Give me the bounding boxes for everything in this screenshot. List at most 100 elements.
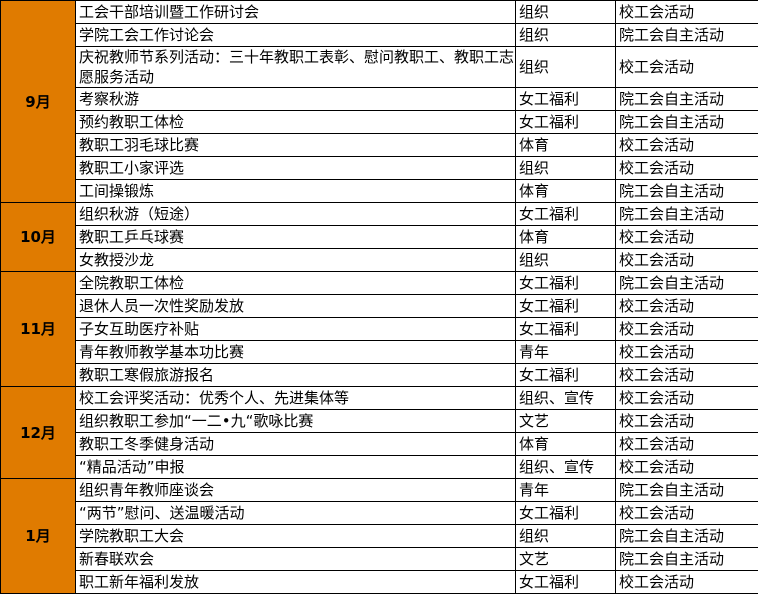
- table-row: 组织教职工参加“一二•九“歌咏比赛 文艺 校工会活动: [1, 409, 758, 433]
- category: 女工福利: [515, 570, 616, 594]
- activity-type: 校工会活动: [615, 409, 758, 433]
- table-row: 女教授沙龙 组织 校工会活动: [1, 248, 758, 272]
- category: 文艺: [515, 409, 616, 433]
- activity: 工会干部培训暨工作研讨会: [75, 0, 516, 24]
- activity: 组织青年教师座谈会: [75, 478, 516, 502]
- activity-type: 院工会自主活动: [615, 202, 758, 226]
- activity-type: 校工会活动: [615, 570, 758, 594]
- category: 组织: [515, 46, 616, 88]
- activity-type: 校工会活动: [615, 0, 758, 24]
- activity: 子女互助医疗补贴: [75, 317, 516, 341]
- table-row: 学院教职工大会 组织 院工会自主活动: [1, 524, 758, 548]
- activity: “精品活动”申报: [75, 455, 516, 479]
- month-cell: 9月: [0, 0, 76, 203]
- table-row: 1月 组织青年教师座谈会 青年 院工会自主活动: [0, 478, 758, 594]
- category: 女工福利: [515, 501, 616, 525]
- table-row: 退休人员一次性奖励发放 女工福利 校工会活动: [1, 294, 758, 318]
- table-row: 庆祝教师节系列活动：三十年教职工表彰、慰问教职工、教职工志愿服务活动 组织 校工会活…: [1, 46, 758, 88]
- activity: 退休人员一次性奖励发放: [75, 294, 516, 318]
- category: 女工福利: [515, 363, 616, 387]
- activity: 组织教职工参加“一二•九“歌咏比赛: [75, 409, 516, 433]
- activity: 教职工羽毛球比赛: [75, 133, 516, 157]
- activity-type: 院工会自主活动: [615, 547, 758, 571]
- table-row: 教职工小家评选 组织 校工会活动: [1, 156, 758, 180]
- activity-type: 校工会活动: [615, 46, 758, 88]
- activity-type: 院工会自主活动: [615, 87, 758, 111]
- month-cell: 12月: [0, 386, 76, 479]
- activity: 职工新年福利发放: [75, 570, 516, 594]
- category: 组织、宣传: [515, 455, 616, 479]
- category: 组织: [515, 23, 616, 47]
- activity: 学院工会工作讨论会: [75, 23, 516, 47]
- category: 体育: [515, 225, 616, 249]
- activity-type: 院工会自主活动: [615, 23, 758, 47]
- activity-type: 院工会自主活动: [615, 478, 758, 502]
- category: 体育: [515, 179, 616, 203]
- category: 青年: [515, 340, 616, 364]
- table-row: 9月 工会干部培训暨工作研讨会 组织 校工会活动: [0, 0, 758, 203]
- activity: 学院教职工大会: [75, 524, 516, 548]
- table-row: 12月 校工会评奖活动：优秀个人、先进集体等 组织、宣传 校工会活动: [0, 386, 758, 479]
- table-row: 教职工乒乓球赛 体育 校工会活动: [1, 225, 758, 249]
- category: 组织: [515, 524, 616, 548]
- activity-type: 校工会活动: [615, 363, 758, 387]
- activity: 教职工冬季健身活动: [75, 432, 516, 456]
- category: 青年: [515, 478, 616, 502]
- category: 组织: [515, 0, 616, 24]
- category: 女工福利: [515, 271, 616, 295]
- category: 女工福利: [515, 110, 616, 134]
- activity: 女教授沙龙: [75, 248, 516, 272]
- table-row: 教职工寒假旅游报名 女工福利 校工会活动: [1, 363, 758, 387]
- activity: 庆祝教师节系列活动：三十年教职工表彰、慰问教职工、教职工志愿服务活动: [75, 46, 516, 88]
- table-row: 考察秋游 女工福利 院工会自主活动: [1, 87, 758, 111]
- activity-type: 校工会活动: [615, 248, 758, 272]
- activity: “两节”慰问、送温暖活动: [75, 501, 516, 525]
- activity: 教职工寒假旅游报名: [75, 363, 516, 387]
- category: 女工福利: [515, 294, 616, 318]
- activity-type: 院工会自主活动: [615, 179, 758, 203]
- activity-type: 院工会自主活动: [615, 110, 758, 134]
- activity-type: 校工会活动: [615, 133, 758, 157]
- table-row: 教职工羽毛球比赛 体育 校工会活动: [1, 133, 758, 157]
- activity: 青年教师教学基本功比赛: [75, 340, 516, 364]
- activity-type: 院工会自主活动: [615, 524, 758, 548]
- table-row: 工间操锻炼 体育 院工会自主活动: [1, 179, 758, 203]
- month-cell: 1月: [0, 478, 76, 594]
- table-row: 新春联欢会 文艺 院工会自主活动: [1, 547, 758, 571]
- activity: 工间操锻炼: [75, 179, 516, 203]
- table-row: 青年教师教学基本功比赛 青年 校工会活动: [1, 340, 758, 364]
- activity-type: 校工会活动: [615, 340, 758, 364]
- activity: 考察秋游: [75, 87, 516, 111]
- category: 女工福利: [515, 202, 616, 226]
- category: 组织: [515, 248, 616, 272]
- activity-type: 校工会活动: [615, 432, 758, 456]
- table-row: 学院工会工作讨论会 组织 院工会自主活动: [1, 23, 758, 47]
- month-cell: 10月: [0, 202, 76, 272]
- category: 体育: [515, 133, 616, 157]
- activity-type: 校工会活动: [615, 156, 758, 180]
- activity: 全院教职工体检: [75, 271, 516, 295]
- table-row: 11月 全院教职工体检 女工福利 院工会自主活动: [0, 271, 758, 387]
- month-cell: 11月: [0, 271, 76, 387]
- activity: 预约教职工体检: [75, 110, 516, 134]
- activity-type: 院工会自主活动: [615, 271, 758, 295]
- category: 组织: [515, 156, 616, 180]
- category: 组织、宣传: [515, 386, 616, 410]
- table-row: 子女互助医疗补贴 女工福利 校工会活动: [1, 317, 758, 341]
- category: 女工福利: [515, 87, 616, 111]
- table-row: 职工新年福利发放 女工福利 校工会活动: [1, 570, 758, 594]
- table-row: “两节”慰问、送温暖活动 女工福利 校工会活动: [1, 501, 758, 525]
- activity: 教职工小家评选: [75, 156, 516, 180]
- activity-type: 校工会活动: [615, 455, 758, 479]
- table-row: “精品活动”申报 组织、宣传 校工会活动: [1, 455, 758, 479]
- activity-type: 校工会活动: [615, 386, 758, 410]
- category: 体育: [515, 432, 616, 456]
- activity: 教职工乒乓球赛: [75, 225, 516, 249]
- table-row: 10月 组织秋游（短途） 女工福利 院工会自主活动: [0, 202, 758, 272]
- table-row: 预约教职工体检 女工福利 院工会自主活动: [1, 110, 758, 134]
- activity-type: 校工会活动: [615, 294, 758, 318]
- category: 文艺: [515, 547, 616, 571]
